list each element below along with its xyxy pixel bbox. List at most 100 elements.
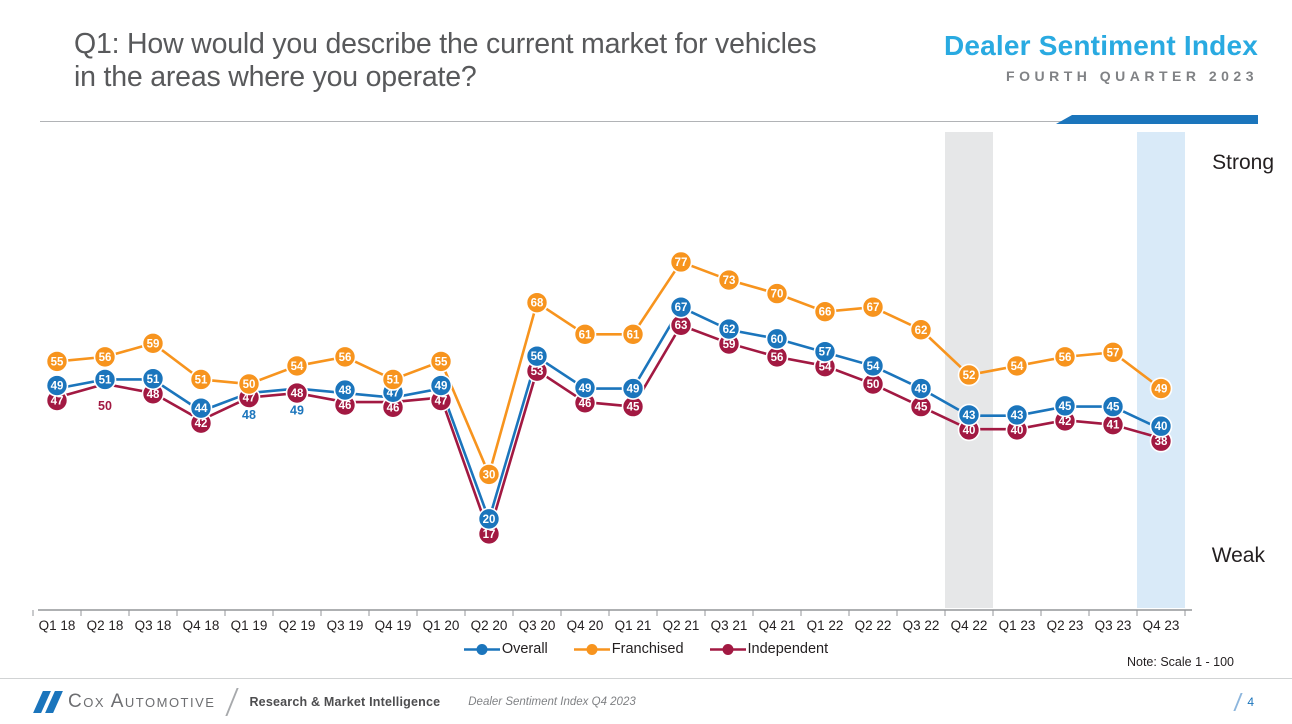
data-point-overall	[621, 377, 645, 400]
point-label: 40	[1011, 425, 1024, 437]
data-point-franchised	[141, 332, 165, 355]
series-line-franchised	[56, 260, 1162, 479]
point-label: 70	[771, 289, 784, 301]
x-tick-label: Q4 23	[1143, 618, 1180, 633]
point-label: 67	[867, 302, 880, 314]
data-point-franchised	[477, 463, 501, 486]
x-tick-label: Q2 19	[279, 618, 316, 633]
point-label: 68	[531, 298, 544, 310]
data-point-franchised	[189, 368, 213, 391]
point-label: 49	[435, 381, 448, 393]
data-point-franchised	[957, 363, 981, 387]
data-point-overall	[189, 396, 213, 420]
legend-marker-icon	[573, 643, 610, 655]
point-label: 53	[531, 366, 544, 378]
point-label: 48	[147, 389, 160, 401]
point-label: 48	[339, 385, 352, 397]
data-point-franchised	[237, 372, 261, 396]
point-label: 45	[1107, 402, 1120, 414]
data-point-franchised	[1101, 341, 1125, 364]
report-brand: Dealer Sentiment Index FOURTH QUARTER 20…	[944, 30, 1258, 84]
point-label: 17	[483, 529, 496, 541]
point-label: 54	[1011, 361, 1024, 373]
point-label: 73	[723, 275, 736, 287]
legend-item-overall: Overall	[463, 641, 548, 657]
point-label: 42	[1059, 416, 1072, 428]
report-subtitle: FOURTH QUARTER 2023	[1006, 68, 1258, 84]
data-point-franchised	[429, 350, 453, 373]
x-tick-label: Q3 22	[903, 618, 940, 633]
legend-label: Independent	[747, 641, 829, 657]
data-point-overall	[717, 317, 741, 341]
x-tick-label: Q1 20	[423, 618, 460, 633]
data-point-franchised	[333, 345, 357, 369]
x-tick-label: Q1 18	[39, 618, 76, 633]
data-point-overall	[429, 374, 453, 397]
sentiment-line-chart: Q1 18 Q2 18 Q3 18 Q4 18 Q1 19 Q2 19 Q3 19 Q4 19…	[32, 132, 1192, 633]
x-tick-label: Q2 20	[471, 618, 508, 633]
cox-automotive-logo: Cox Automotive	[33, 690, 215, 713]
point-label: 49	[627, 384, 640, 396]
data-point-franchised	[909, 318, 933, 342]
scale-label-strong: Strong	[1212, 151, 1274, 174]
point-label: 61	[579, 329, 592, 341]
chart-legend: Overall Franchised Independent	[0, 641, 1292, 657]
data-point-overall	[1149, 414, 1173, 438]
x-tick-label: Q4 22	[951, 618, 988, 633]
point-label-outside: 50	[98, 399, 112, 413]
x-tick-label: Q4 19	[375, 618, 412, 633]
scale-note: Note: Scale 1 - 100	[1126, 655, 1234, 669]
point-label: 43	[1011, 410, 1024, 422]
point-label: 55	[51, 356, 64, 368]
data-point-overall	[957, 403, 981, 427]
point-label: 56	[771, 352, 784, 364]
data-point-franchised	[381, 368, 405, 391]
x-tick-label: Q2 18	[87, 618, 124, 633]
point-label: 44	[195, 403, 208, 415]
data-point-franchised	[813, 300, 837, 323]
data-point-overall	[765, 327, 789, 351]
data-point-overall	[573, 376, 597, 400]
point-label: 57	[1107, 347, 1120, 359]
point-label: 45	[915, 402, 928, 414]
point-label: 55	[435, 356, 448, 368]
legend-item-franchised: Franchised	[573, 641, 684, 657]
x-tick-label: Q2 21	[663, 618, 700, 633]
point-label: 60	[771, 334, 784, 346]
point-label: 50	[243, 379, 256, 391]
data-point-overall	[909, 377, 933, 400]
point-label-outside: 49	[290, 404, 304, 418]
x-tick-label: Q2 22	[855, 618, 892, 633]
data-point-franchised	[45, 350, 69, 373]
footer-divider-icon	[225, 687, 240, 716]
point-label: 57	[819, 347, 832, 359]
legend-label: Franchised	[611, 641, 684, 657]
point-label: 48	[291, 388, 304, 400]
point-label: 47	[387, 387, 400, 399]
point-label: 45	[627, 402, 640, 414]
point-label: 56	[99, 352, 112, 364]
data-point-overall	[1005, 403, 1029, 427]
point-label: 50	[867, 379, 880, 391]
data-point-overall	[45, 374, 69, 397]
point-label: 40	[1155, 421, 1168, 433]
point-label: 49	[51, 381, 64, 393]
data-point-overall	[333, 378, 357, 402]
data-point-independent	[285, 381, 309, 405]
x-tick-label: Q1 19	[231, 618, 268, 633]
highlight-band	[1137, 132, 1185, 608]
data-point-overall	[1053, 394, 1077, 418]
point-label: 59	[147, 338, 160, 350]
data-point-franchised	[861, 295, 885, 319]
point-label: 43	[963, 410, 976, 422]
document-title: Dealer Sentiment Index Q4 2023	[468, 695, 636, 708]
x-tick-label: Q4 20	[567, 618, 604, 633]
point-label: 38	[1155, 436, 1168, 448]
point-label: 49	[1155, 384, 1168, 396]
data-point-franchised	[669, 250, 693, 274]
data-point-overall	[1101, 395, 1125, 418]
x-tick-label: Q3 21	[711, 618, 748, 633]
point-label: 46	[339, 400, 352, 412]
point-label: 52	[963, 370, 976, 382]
data-point-overall	[525, 344, 549, 368]
